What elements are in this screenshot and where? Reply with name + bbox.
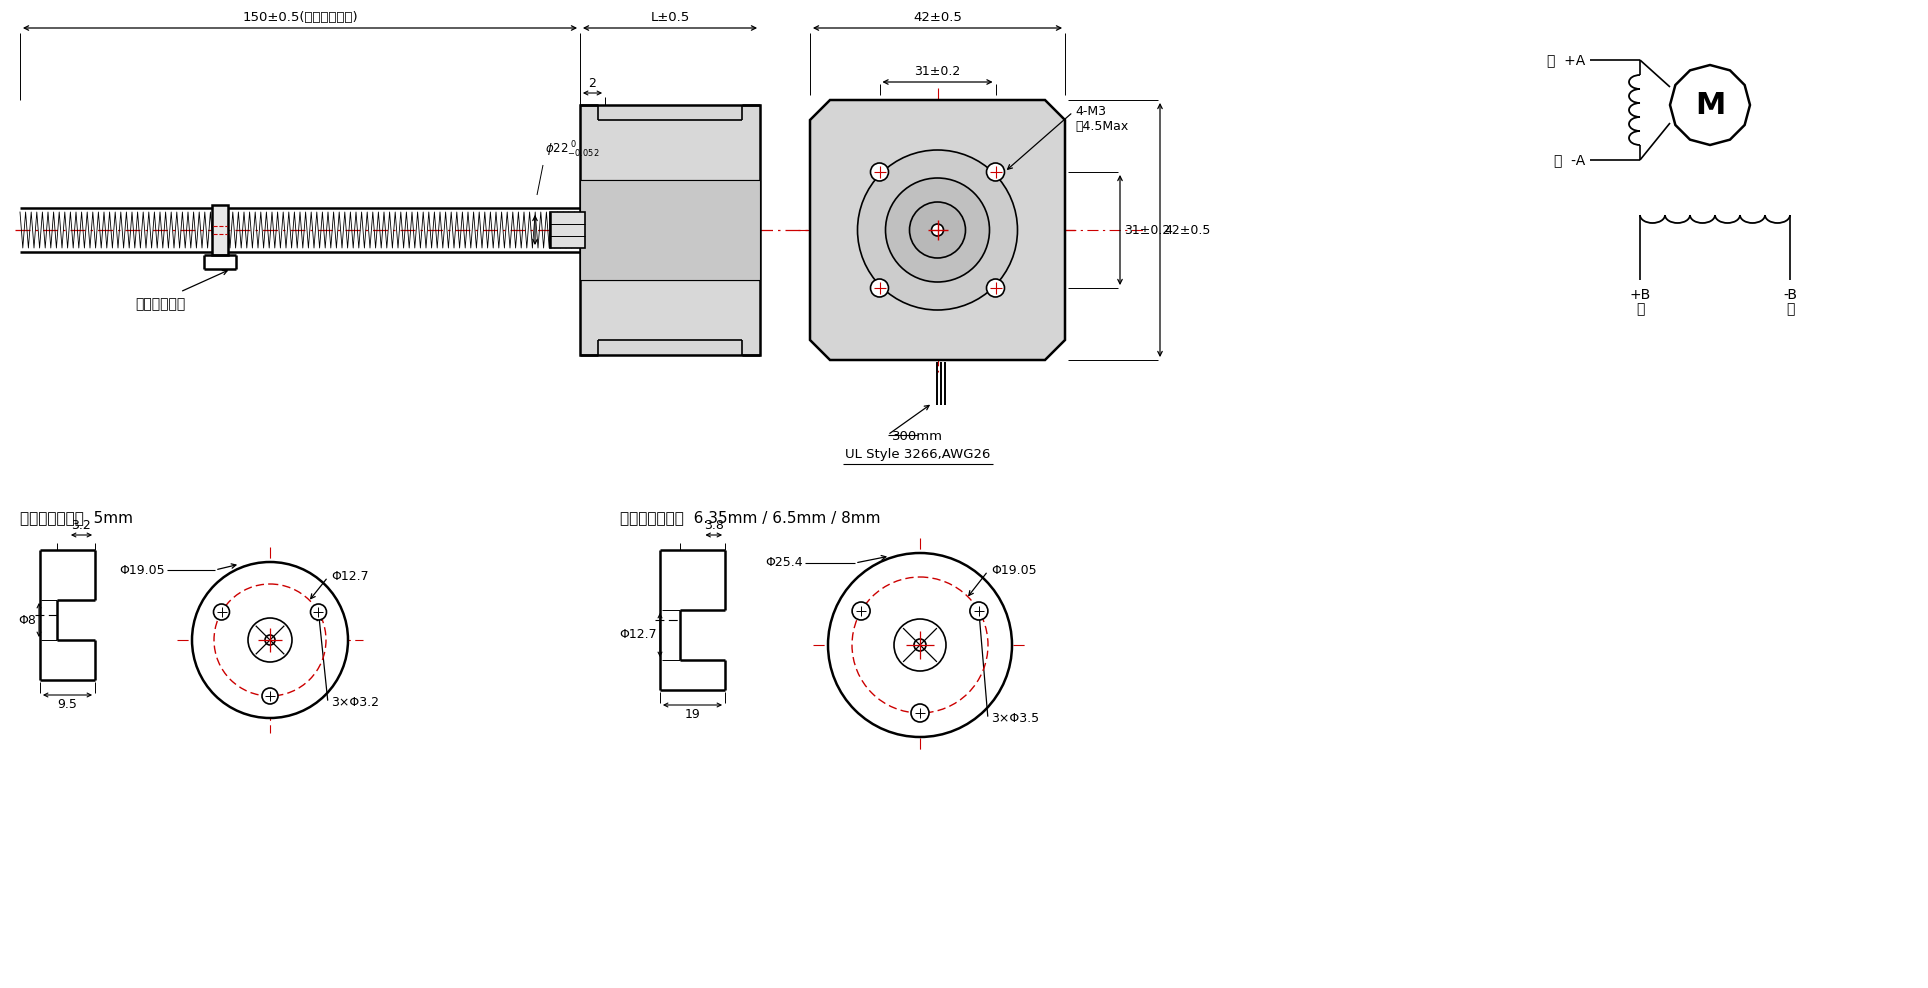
Text: 300mm: 300mm — [893, 430, 943, 443]
Bar — [212, 205, 228, 255]
Circle shape — [987, 279, 1004, 297]
Circle shape — [262, 688, 278, 704]
Text: 梯型丝杆直径：  6.35mm / 6.5mm / 8mm: 梯型丝杆直径： 6.35mm / 6.5mm / 8mm — [621, 510, 881, 525]
Bar — [549, 212, 584, 248]
Text: UL Style 3266,AWG26: UL Style 3266,AWG26 — [844, 448, 991, 461]
Text: 42±0.5: 42±0.5 — [914, 11, 962, 24]
Text: Φ19.05: Φ19.05 — [991, 564, 1037, 578]
Text: Φ8: Φ8 — [17, 614, 37, 626]
Circle shape — [858, 150, 1018, 310]
Text: 31±0.2: 31±0.2 — [914, 65, 960, 78]
Polygon shape — [1670, 65, 1751, 145]
Text: Φ25.4: Φ25.4 — [765, 556, 802, 569]
Text: 3.8: 3.8 — [704, 519, 723, 532]
Circle shape — [931, 224, 943, 236]
Text: 梯型丝杆直径：  5mm: 梯型丝杆直径： 5mm — [19, 510, 133, 525]
Text: 9.5: 9.5 — [58, 698, 77, 711]
Text: 19: 19 — [684, 708, 700, 721]
Text: 2: 2 — [588, 77, 596, 90]
Text: -B: -B — [1783, 288, 1797, 302]
Text: Φ12.7: Φ12.7 — [619, 628, 657, 641]
Text: Φ12.7: Φ12.7 — [332, 570, 368, 584]
Circle shape — [871, 163, 889, 181]
Circle shape — [885, 178, 989, 282]
Text: 31±0.2: 31±0.2 — [1124, 223, 1170, 236]
Circle shape — [264, 635, 276, 645]
Circle shape — [214, 604, 229, 620]
Circle shape — [852, 602, 870, 620]
Text: +B: +B — [1629, 288, 1650, 302]
Circle shape — [895, 619, 947, 671]
Text: 4-M3: 4-M3 — [1076, 105, 1107, 118]
Text: 42±0.5: 42±0.5 — [1165, 223, 1211, 236]
Circle shape — [910, 202, 966, 258]
Circle shape — [827, 553, 1012, 737]
Text: 绳: 绳 — [1635, 302, 1645, 316]
Circle shape — [310, 604, 326, 620]
Text: 150±0.5(可自定义长度): 150±0.5(可自定义长度) — [243, 11, 359, 24]
Text: 蓝  -A: 蓝 -A — [1554, 153, 1585, 167]
Text: 黑: 黑 — [1785, 302, 1795, 316]
Text: 深4.5Max: 深4.5Max — [1076, 120, 1128, 133]
Circle shape — [987, 163, 1004, 181]
Bar — [580, 180, 760, 280]
Circle shape — [193, 562, 347, 718]
Text: 3×Φ3.5: 3×Φ3.5 — [991, 712, 1039, 725]
Bar — [580, 105, 760, 355]
Text: 外部线性螺母: 外部线性螺母 — [135, 297, 185, 311]
Circle shape — [914, 639, 925, 651]
Text: Φ19.05: Φ19.05 — [120, 563, 166, 577]
Circle shape — [871, 279, 889, 297]
Text: 3.2: 3.2 — [71, 519, 91, 532]
Text: L±0.5: L±0.5 — [650, 11, 690, 24]
Circle shape — [912, 704, 929, 722]
Circle shape — [970, 602, 987, 620]
Circle shape — [249, 618, 291, 662]
Polygon shape — [810, 100, 1064, 360]
Text: M: M — [1695, 91, 1726, 120]
Text: 红  +A: 红 +A — [1546, 53, 1585, 67]
Text: $\phi$22$^{\ 0}_{-0.052}$: $\phi$22$^{\ 0}_{-0.052}$ — [546, 140, 600, 160]
Text: 3×Φ3.2: 3×Φ3.2 — [332, 697, 380, 709]
